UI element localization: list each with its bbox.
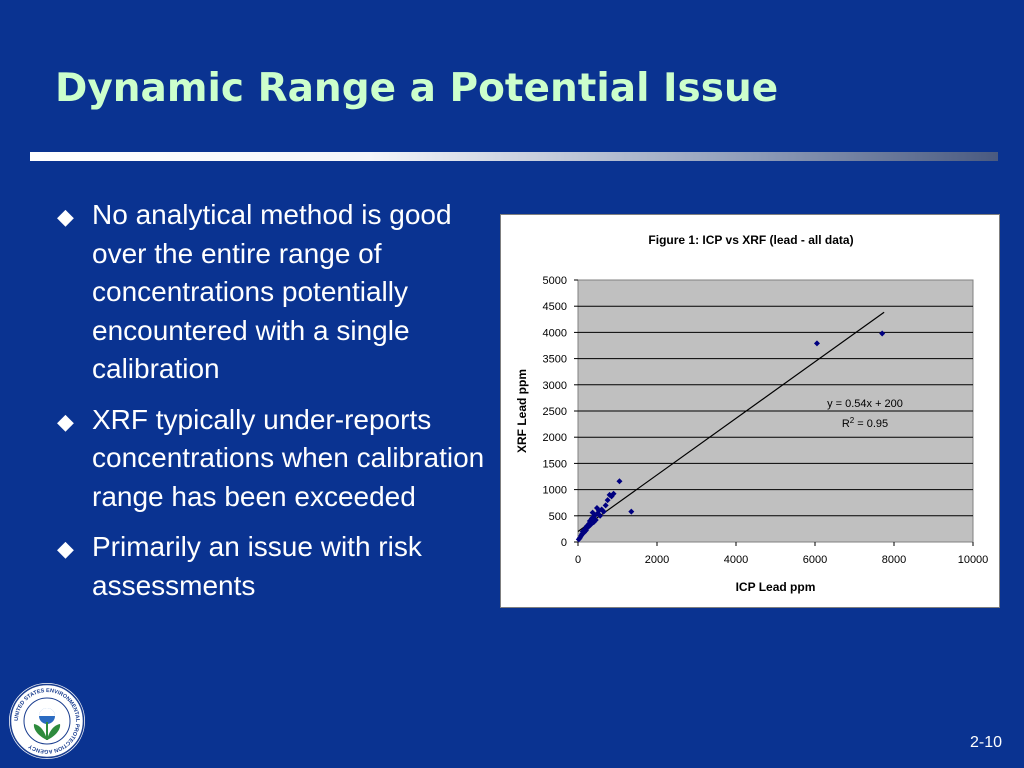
data-point (593, 504, 600, 511)
data-point (582, 527, 589, 534)
bullet-list: ◆ No analytical method is good over the e… (55, 196, 495, 617)
x-tick-label: 4000 (724, 554, 748, 566)
x-tick-label: 10000 (958, 554, 989, 566)
data-point (616, 478, 623, 485)
bullet-item: ◆ Primarily an issue with risk assessment… (55, 528, 495, 605)
y-tick-label: 2500 (543, 406, 567, 418)
diamond-bullet-icon: ◆ (57, 204, 74, 229)
x-tick-labels: 0 2000 4000 6000 8000 10000 (575, 554, 988, 566)
data-point (578, 531, 585, 538)
y-tick-label: 3000 (543, 380, 567, 392)
data-point (602, 502, 609, 509)
bullet-item: ◆ No analytical method is good over the e… (55, 196, 495, 389)
epa-logo: UNITED STATES ENVIRONMENTAL PROTECTION A… (9, 683, 85, 759)
gridlines (574, 279, 974, 546)
y-tick-label: 5000 (543, 275, 567, 287)
data-point (587, 521, 594, 528)
y-axis-label: XRF Lead ppm (515, 369, 529, 453)
data-point (604, 497, 611, 504)
scatter-chart: Figure 1: ICP vs XRF (lead - all data) 0… (500, 214, 1000, 608)
data-point (576, 534, 583, 541)
y-tick-label: 3500 (543, 354, 567, 366)
chart-canvas: Figure 1: ICP vs XRF (lead - all data) 0… (515, 233, 988, 594)
x-tick-label: 2000 (645, 554, 669, 566)
data-points (575, 330, 886, 543)
y-tick-labels: 0 500 1000 1500 2000 2500 3000 3500 4000 4500 5000 (543, 275, 567, 549)
x-tick-label: 6000 (803, 554, 827, 566)
r-squared-exponent: 2 (850, 416, 855, 425)
slide-title: Dynamic Range a Potential Issue (55, 66, 779, 111)
bullet-text: Primarily an issue with risk assessments (92, 531, 422, 601)
bullet-text: No analytical method is good over the en… (92, 199, 452, 384)
r-squared-value: = 0.95 (854, 418, 888, 430)
y-tick-label: 4500 (543, 301, 567, 313)
r-squared-label: R2 = 0.95 (842, 416, 888, 430)
y-tick-label: 4000 (543, 327, 567, 339)
bullet-text: XRF typically under-reports concentratio… (92, 403, 485, 512)
data-point (597, 512, 604, 519)
trendline-group (577, 311, 885, 533)
page-number: 2-10 (970, 734, 1003, 751)
data-point (610, 490, 617, 497)
x-tick-label: 8000 (882, 554, 906, 566)
bullet-item: ◆ XRF typically under-reports concentrati… (55, 401, 495, 517)
x-tick-label: 0 (575, 554, 581, 566)
trendline (577, 311, 885, 533)
diamond-bullet-icon: ◆ (57, 408, 74, 434)
data-point (879, 330, 886, 337)
y-tick-label: 500 (549, 511, 567, 523)
data-point (608, 493, 615, 500)
chart-title: Figure 1: ICP vs XRF (lead - all data) (648, 233, 853, 247)
trendline-equation: y = 0.54x + 200 (827, 398, 903, 410)
y-tick-label: 2000 (543, 432, 567, 444)
data-point (592, 516, 599, 523)
x-axis-label: ICP Lead ppm (736, 580, 816, 594)
y-tick-label: 1500 (543, 458, 567, 470)
data-point (628, 508, 635, 515)
data-point (600, 508, 607, 515)
title-divider (30, 152, 998, 161)
data-point (813, 340, 820, 347)
y-tick-label: 0 (561, 537, 567, 549)
r-squared-symbol: R (842, 418, 850, 430)
diamond-bullet-icon: ◆ (57, 536, 74, 561)
y-tick-label: 1000 (543, 485, 567, 497)
